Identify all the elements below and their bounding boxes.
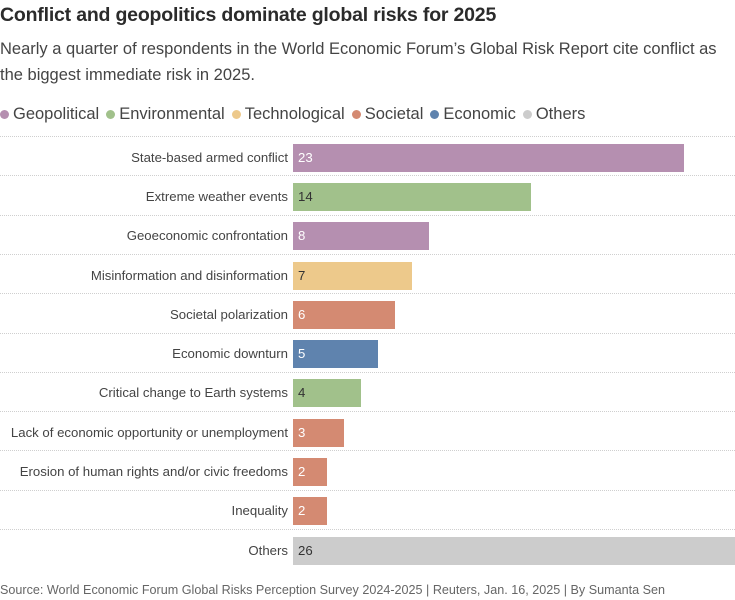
bar-technological: 7 [293, 261, 412, 290]
legend-label-geopolitical: Geopolitical [13, 104, 100, 123]
legend-item-geopolitical: Geopolitical [0, 105, 99, 124]
legend-label-economic: Economic [443, 104, 516, 123]
bar-environmental: 4 [293, 379, 361, 408]
row-divider [0, 450, 735, 452]
bar-value-label: 5 [298, 346, 306, 362]
category-label: Others [248, 542, 288, 558]
bar-environmental: 14 [293, 182, 531, 211]
row-divider [0, 253, 735, 255]
row-divider [0, 175, 735, 177]
row-divider [0, 529, 735, 530]
legend-label-others: Others [535, 104, 586, 123]
bar-value-label: 26 [298, 542, 313, 558]
legend-dot-economic [430, 109, 440, 119]
bar-value-label: 3 [298, 424, 306, 440]
legend-dot-technological [231, 109, 241, 119]
chart-subtitle: Nearly a quarter of respondents in the W… [0, 40, 717, 84]
category-label: Geoeconomic confrontation [126, 228, 288, 244]
row-divider [0, 136, 735, 137]
category-label: Critical change to Earth systems [98, 385, 288, 401]
legend: Geopolitical Environmental Technological So… [0, 103, 592, 125]
bar-geopolitical: 8 [293, 222, 429, 251]
bar-value-label: 14 [298, 188, 313, 204]
category-label: Economic downturn [172, 346, 288, 362]
row-divider [0, 332, 735, 334]
category-label: Erosion of human rights and/or civic fre… [19, 464, 288, 480]
legend-label-environmental: Environmental [119, 104, 225, 123]
row-divider [0, 371, 735, 373]
bar-value-label: 4 [298, 385, 306, 401]
category-label: Lack of economic opportunity or unemploy… [10, 424, 288, 440]
category-label: Inequality [231, 503, 288, 519]
bar-geopolitical: 23 [293, 143, 684, 172]
bar-societal: 6 [293, 300, 395, 329]
row-divider [0, 411, 735, 413]
legend-item-technological: Technological [231, 104, 345, 124]
bar-chart: State-based armed conflict 23 Extreme weat… [0, 136, 735, 568]
legend-item-environmental: Environmental [106, 104, 225, 124]
legend-item-societal: Societal [351, 104, 424, 124]
category-label: Extreme weather events [145, 188, 288, 204]
category-label: Societal polarization [169, 306, 288, 322]
category-label: State-based armed conflict [131, 149, 288, 165]
legend-label-technological: Technological [244, 104, 345, 123]
bar-value-label: 8 [298, 228, 306, 244]
bar-societal: 2 [293, 458, 327, 487]
legend-dot-geopolitical [0, 109, 9, 119]
row-divider [0, 214, 735, 216]
bar-economic: 5 [293, 340, 378, 369]
chart-title: Conflict and geopolitics dominate global… [0, 4, 497, 26]
row-divider [0, 489, 735, 491]
legend-dot-environmental [106, 109, 116, 119]
legend-dot-societal [351, 109, 361, 119]
bar-value-label: 6 [298, 306, 306, 322]
row-divider [0, 293, 735, 295]
category-label: Misinformation and disinformation [90, 267, 288, 283]
bar-societal: 3 [293, 418, 344, 447]
bar-value-label: 2 [298, 503, 306, 519]
legend-item-others: Others [522, 104, 586, 124]
bar-value-label: 23 [298, 149, 313, 165]
bar-others: 26 [293, 536, 735, 565]
legend-item-economic: Economic [430, 104, 516, 124]
legend-label-societal: Societal [364, 104, 424, 123]
bar-value-label: 7 [298, 267, 306, 283]
bar-value-label: 2 [298, 464, 306, 480]
legend-dot-others [522, 109, 532, 119]
bar-societal: 2 [293, 497, 327, 526]
source-note: Source: World Economic Forum Global Risk… [0, 583, 666, 597]
